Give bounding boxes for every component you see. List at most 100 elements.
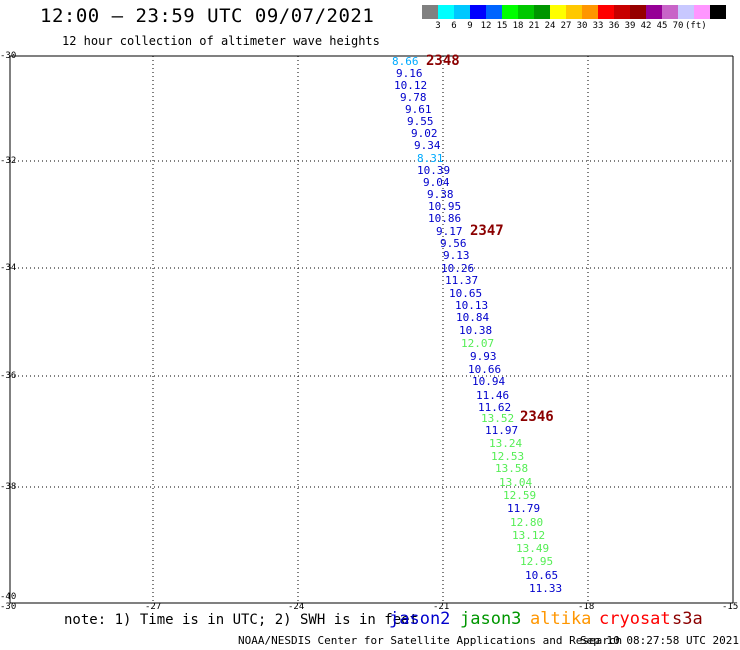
color-scale-tick: 39 xyxy=(624,21,636,31)
wave-height-value: 11.97 xyxy=(485,424,519,437)
color-scale-tick: 45 xyxy=(656,21,668,31)
color-scale-tick: 33 xyxy=(592,21,604,31)
wave-height-value: 9.55 xyxy=(407,115,434,128)
wave-height-value: 10.66 xyxy=(468,363,502,376)
latitude-label: -38 xyxy=(0,482,17,492)
wave-height-value: 9.17 xyxy=(436,225,463,238)
color-swatch xyxy=(470,5,486,19)
color-swatch xyxy=(518,5,534,19)
color-scale-tick: 12 xyxy=(480,21,492,31)
wave-height-value: 10.94 xyxy=(472,375,506,388)
color-scale-tick: 15 xyxy=(496,21,508,31)
color-swatch xyxy=(710,5,726,19)
color-swatch xyxy=(630,5,646,19)
wave-height-value: 12.59 xyxy=(503,489,537,502)
wave-height-value: 9.56 xyxy=(440,237,467,250)
color-swatch xyxy=(502,5,518,19)
color-scale-tick: 24 xyxy=(544,21,556,31)
wave-height-value: 10.65 xyxy=(525,569,559,582)
latitude-label: -36 xyxy=(0,371,17,381)
satellite-legend-item: s3a xyxy=(672,609,703,629)
page-subtitle: 12 hour collection of altimeter wave hei… xyxy=(62,34,380,48)
color-scale-tick: 30 xyxy=(576,21,588,31)
satellite-legend-item: jason3 xyxy=(460,609,522,629)
wave-height-value: 9.13 xyxy=(443,249,470,262)
wave-height-value: 12.95 xyxy=(520,555,554,568)
wave-height-value: 11.46 xyxy=(476,389,510,402)
color-scale-tick: 3 xyxy=(435,21,441,31)
wave-height-value: 10.12 xyxy=(394,79,428,92)
color-scale-tick: 42 xyxy=(640,21,652,31)
footer-timestamp: Sep 10 08:27:58 UTC 2021 xyxy=(580,634,739,647)
color-swatch xyxy=(534,5,550,19)
longitude-label: -27 xyxy=(145,602,162,612)
page-title: 12:00 – 23:59 UTC 09/07/2021 xyxy=(40,5,375,27)
color-scale-tick: (ft) xyxy=(685,21,707,31)
color-scale-tick: 27 xyxy=(560,21,572,31)
color-swatch xyxy=(662,5,678,19)
wave-height-value: 9.38 xyxy=(427,188,454,201)
latitude-label: -40 xyxy=(0,592,17,602)
wave-height-value: 13.24 xyxy=(489,437,523,450)
satellite-legend-item: jason2 xyxy=(389,609,451,629)
footer-note: note: 1) Time is in UTC; 2) SWH is in fe… xyxy=(64,612,419,628)
latitude-label: -34 xyxy=(0,263,17,273)
wave-height-value: 10.13 xyxy=(455,299,489,312)
wave-height-value: 11.79 xyxy=(507,502,541,515)
color-scale-tick: 18 xyxy=(512,21,524,31)
color-swatch xyxy=(550,5,566,19)
wave-height-value: 13.58 xyxy=(495,462,529,475)
wave-height-value: 10.38 xyxy=(459,324,493,337)
wave-height-value: 11.37 xyxy=(445,274,479,287)
color-swatch xyxy=(598,5,614,19)
wave-height-value: 10.26 xyxy=(441,262,475,275)
color-swatch xyxy=(486,5,502,19)
color-swatch xyxy=(582,5,598,19)
longitude-label: -24 xyxy=(288,602,305,612)
color-swatch xyxy=(454,5,470,19)
wave-height-value: 8.31 xyxy=(417,152,444,165)
wave-height-value: 10.84 xyxy=(456,311,490,324)
color-scale-tick: 6 xyxy=(451,21,457,31)
pass-number: 2348 xyxy=(426,53,460,69)
wave-height-value: 13.12 xyxy=(512,529,546,542)
wave-height-value: 10.39 xyxy=(417,164,451,177)
wave-height-value: 12.07 xyxy=(461,337,495,350)
wave-height-value: 9.34 xyxy=(414,139,441,152)
color-scale-tick: 36 xyxy=(608,21,620,31)
wave-height-value: 11.33 xyxy=(529,582,563,595)
wave-height-value: 9.78 xyxy=(400,91,427,104)
longitude-label: -18 xyxy=(578,602,595,612)
color-swatch xyxy=(566,5,582,19)
latitude-label: -30 xyxy=(0,51,17,61)
wave-height-value: 10.95 xyxy=(428,200,462,213)
wave-height-value: 8.66 xyxy=(392,55,419,68)
wave-height-value: 9.02 xyxy=(411,127,438,140)
wave-height-value: 12.53 xyxy=(491,450,525,463)
longitude-label: -15 xyxy=(722,602,739,612)
satellite-legend-item: cryosat xyxy=(599,609,671,629)
longitude-label: -21 xyxy=(433,602,450,612)
color-swatch xyxy=(678,5,694,19)
color-scale-tick: 21 xyxy=(528,21,540,31)
wave-height-value: 11.62 xyxy=(478,401,512,414)
wave-height-value: 12.80 xyxy=(510,516,544,529)
latitude-label: -32 xyxy=(0,156,17,166)
color-scale-tick: 9 xyxy=(467,21,473,31)
satellite-legend-item: altika xyxy=(530,609,592,629)
color-swatch xyxy=(646,5,662,19)
wave-height-value: 9.93 xyxy=(470,350,497,363)
color-swatch xyxy=(438,5,454,19)
wave-height-value: 13.49 xyxy=(516,542,550,555)
color-swatch xyxy=(694,5,710,19)
footer-credit: NOAA/NESDIS Center for Satellite Applica… xyxy=(238,634,623,647)
wave-height-value: 9.16 xyxy=(396,67,423,80)
wave-height-value: 13.04 xyxy=(499,476,533,489)
color-swatch xyxy=(614,5,630,19)
color-swatch xyxy=(422,5,438,19)
pass-number: 2347 xyxy=(470,223,504,239)
wave-height-value: 13.52 xyxy=(481,412,515,425)
wave-height-value: 10.65 xyxy=(449,287,483,300)
wave-height-value: 9.04 xyxy=(423,176,450,189)
